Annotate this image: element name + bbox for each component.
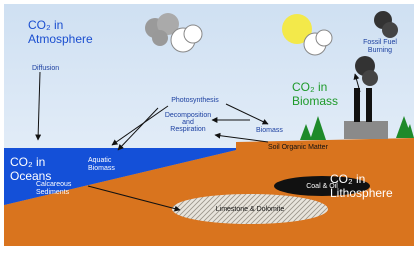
label-atmosphere: CO₂ in	[28, 18, 63, 32]
label-lithosphere: Lithosphere	[330, 186, 393, 200]
label-diffusion: Diffusion	[32, 65, 59, 72]
label-limestone: Limestone & Dolomite	[216, 206, 285, 213]
label-decomposition: Respiration	[170, 126, 206, 133]
label-aquatic: Biomass	[88, 165, 115, 172]
label-fossil-fuel: Fossil Fuel	[363, 39, 397, 46]
label-biomass: Biomass	[256, 127, 283, 134]
label-soil: Soil Organic Matter	[268, 144, 329, 151]
label-oceans: CO₂ in	[10, 155, 45, 169]
label-photosynthesis: Photosynthesis	[171, 97, 219, 104]
label-biomass-pool: Biomass	[292, 94, 338, 108]
label-biomass-pool: CO₂ in	[292, 80, 327, 94]
label-atmosphere: Atmosphere	[28, 32, 93, 46]
carbon-cycle-diagram: CO₂ inAtmosphereDiffusionPhotosynthesisF…	[0, 0, 419, 254]
label-calcareous: Calcareous	[36, 181, 72, 188]
page: {"labels": { "atmosphere": ["CO₂ in", "A…	[0, 0, 419, 254]
label-lithosphere: CO₂ in	[330, 172, 365, 186]
label-calcareous: Sediments	[36, 189, 70, 196]
label-decomposition: Decomposition	[165, 112, 211, 119]
label-aquatic: Aquatic	[88, 157, 112, 164]
label-fossil-fuel: Burning	[368, 47, 392, 54]
label-decomposition: and	[182, 119, 194, 126]
